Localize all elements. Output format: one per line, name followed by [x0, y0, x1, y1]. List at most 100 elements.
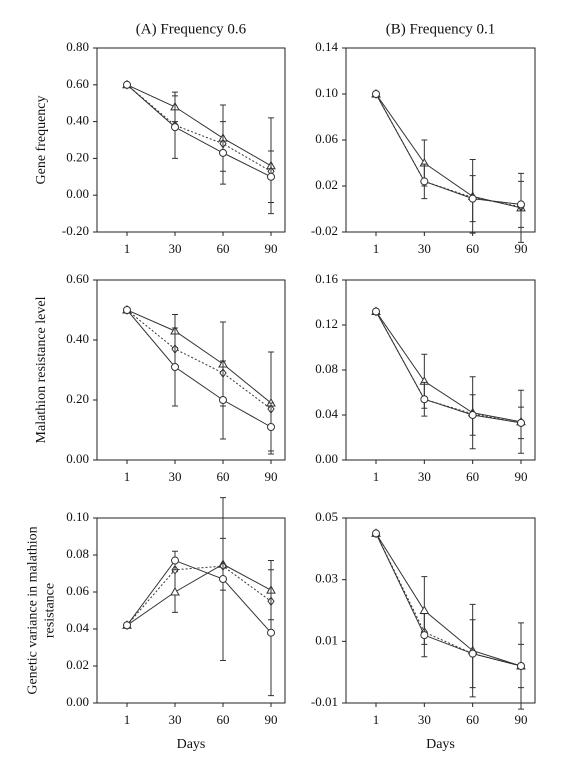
- x-tick-label: 90: [265, 241, 278, 256]
- plot-frame: [96, 47, 286, 233]
- marker: [219, 396, 227, 404]
- plot-frame: [345, 517, 536, 704]
- series: [123, 306, 275, 452]
- series-line: [375, 533, 522, 667]
- series-line: [375, 311, 522, 424]
- y-tick-label: 0.08: [66, 546, 89, 561]
- series: [372, 306, 525, 428]
- series: [372, 528, 525, 671]
- plot-frame: [96, 517, 286, 704]
- series: [122, 304, 276, 455]
- series-line: [126, 559, 272, 634]
- panel-title: (A) Frequency 0.6: [136, 21, 247, 37]
- y-tick-label: 0.40: [66, 113, 89, 128]
- y-tick-label: 0.01: [315, 632, 338, 647]
- series: [371, 88, 526, 243]
- plot-frame: [345, 279, 536, 461]
- marker: [171, 363, 179, 371]
- y-tick-label: 0.20: [66, 149, 89, 164]
- x-axis-label: Days: [177, 737, 206, 752]
- x-tick-label: 60: [217, 241, 230, 256]
- x-tick-label: 1: [373, 712, 380, 727]
- marker: [123, 306, 131, 314]
- x-tick-label: 30: [418, 469, 431, 484]
- series-line: [375, 533, 522, 667]
- y-tick-label: 0.00: [66, 451, 89, 466]
- series-line: [126, 563, 272, 626]
- x-tick-label: 30: [169, 469, 182, 484]
- marker: [517, 662, 525, 670]
- marker: [123, 621, 131, 630]
- marker: [171, 123, 179, 132]
- marker: [420, 395, 429, 404]
- panel-title: (B) Frequency 0.1: [386, 21, 496, 37]
- series: [123, 305, 275, 414]
- y-tick-label: 0.16: [315, 271, 338, 286]
- series: [123, 79, 275, 177]
- marker: [420, 631, 429, 640]
- x-tick-label: 1: [124, 712, 131, 727]
- y-tick-label: 0.20: [66, 391, 89, 406]
- x-tick-label: 90: [265, 712, 278, 727]
- y-tick-label: 0.04: [315, 406, 338, 421]
- x-tick-label: 60: [217, 712, 230, 727]
- series-line: [126, 309, 272, 410]
- x-tick-label: 30: [169, 712, 182, 727]
- y-axis-label: Genetic variance in malathion: [26, 526, 41, 694]
- x-tick-label: 90: [515, 241, 528, 256]
- x-tick-label: 60: [466, 712, 479, 727]
- marker: [372, 307, 380, 316]
- y-tick-label: 0.02: [66, 657, 89, 672]
- x-tick-label: 90: [515, 712, 528, 727]
- y-tick-label: -0.01: [311, 694, 338, 709]
- marker: [219, 575, 227, 584]
- x-tick-label: 30: [169, 241, 182, 256]
- marker: [170, 586, 180, 596]
- y-tick-label: 0.05: [315, 509, 338, 524]
- y-tick-label: 0.00: [315, 451, 338, 466]
- marker: [517, 200, 525, 209]
- marker: [123, 80, 131, 89]
- series-line: [375, 311, 522, 423]
- series: [371, 306, 526, 454]
- plot-frame: [96, 279, 286, 461]
- y-tick-label: 0.00: [66, 694, 89, 709]
- x-tick-label: 90: [515, 469, 528, 484]
- y-tick-label: 0.06: [315, 131, 338, 146]
- series-line: [375, 533, 522, 667]
- marker: [372, 529, 380, 538]
- x-tick-label: 60: [466, 469, 479, 484]
- series: [372, 90, 525, 228]
- series: [372, 307, 525, 440]
- y-tick-label: 0.08: [315, 361, 338, 376]
- y-tick-label: 0.80: [66, 39, 89, 54]
- x-tick-label: 30: [418, 241, 431, 256]
- y-tick-label: 0.60: [66, 76, 89, 91]
- y-axis-label: resistance: [43, 583, 58, 638]
- marker: [267, 628, 275, 637]
- x-tick-label: 90: [265, 469, 278, 484]
- x-tick-label: 1: [373, 241, 380, 256]
- x-tick-label: 30: [418, 712, 431, 727]
- series: [372, 529, 525, 689]
- series-line: [375, 93, 522, 209]
- marker: [419, 605, 430, 614]
- series: [372, 89, 525, 212]
- series-line: [126, 84, 272, 167]
- series-line: [375, 311, 522, 424]
- y-axis-label: Malathion resistance level: [34, 296, 49, 443]
- marker: [468, 649, 477, 658]
- y-tick-label: 0.14: [315, 39, 338, 54]
- marker: [468, 411, 477, 419]
- marker: [420, 177, 429, 186]
- y-tick-label: -0.20: [62, 223, 89, 238]
- series-line: [126, 84, 272, 172]
- marker: [517, 418, 525, 427]
- x-tick-label: 60: [466, 241, 479, 256]
- y-tick-label: 0.12: [315, 316, 338, 331]
- y-tick-label: 0.04: [66, 620, 89, 635]
- series-line: [126, 84, 272, 178]
- series-line: [126, 565, 272, 626]
- series: [371, 528, 526, 710]
